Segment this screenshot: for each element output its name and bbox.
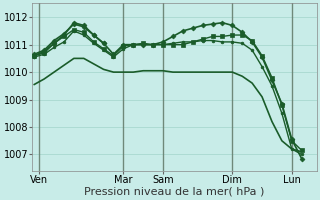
X-axis label: Pression niveau de la mer( hPa ): Pression niveau de la mer( hPa ): [84, 187, 265, 197]
